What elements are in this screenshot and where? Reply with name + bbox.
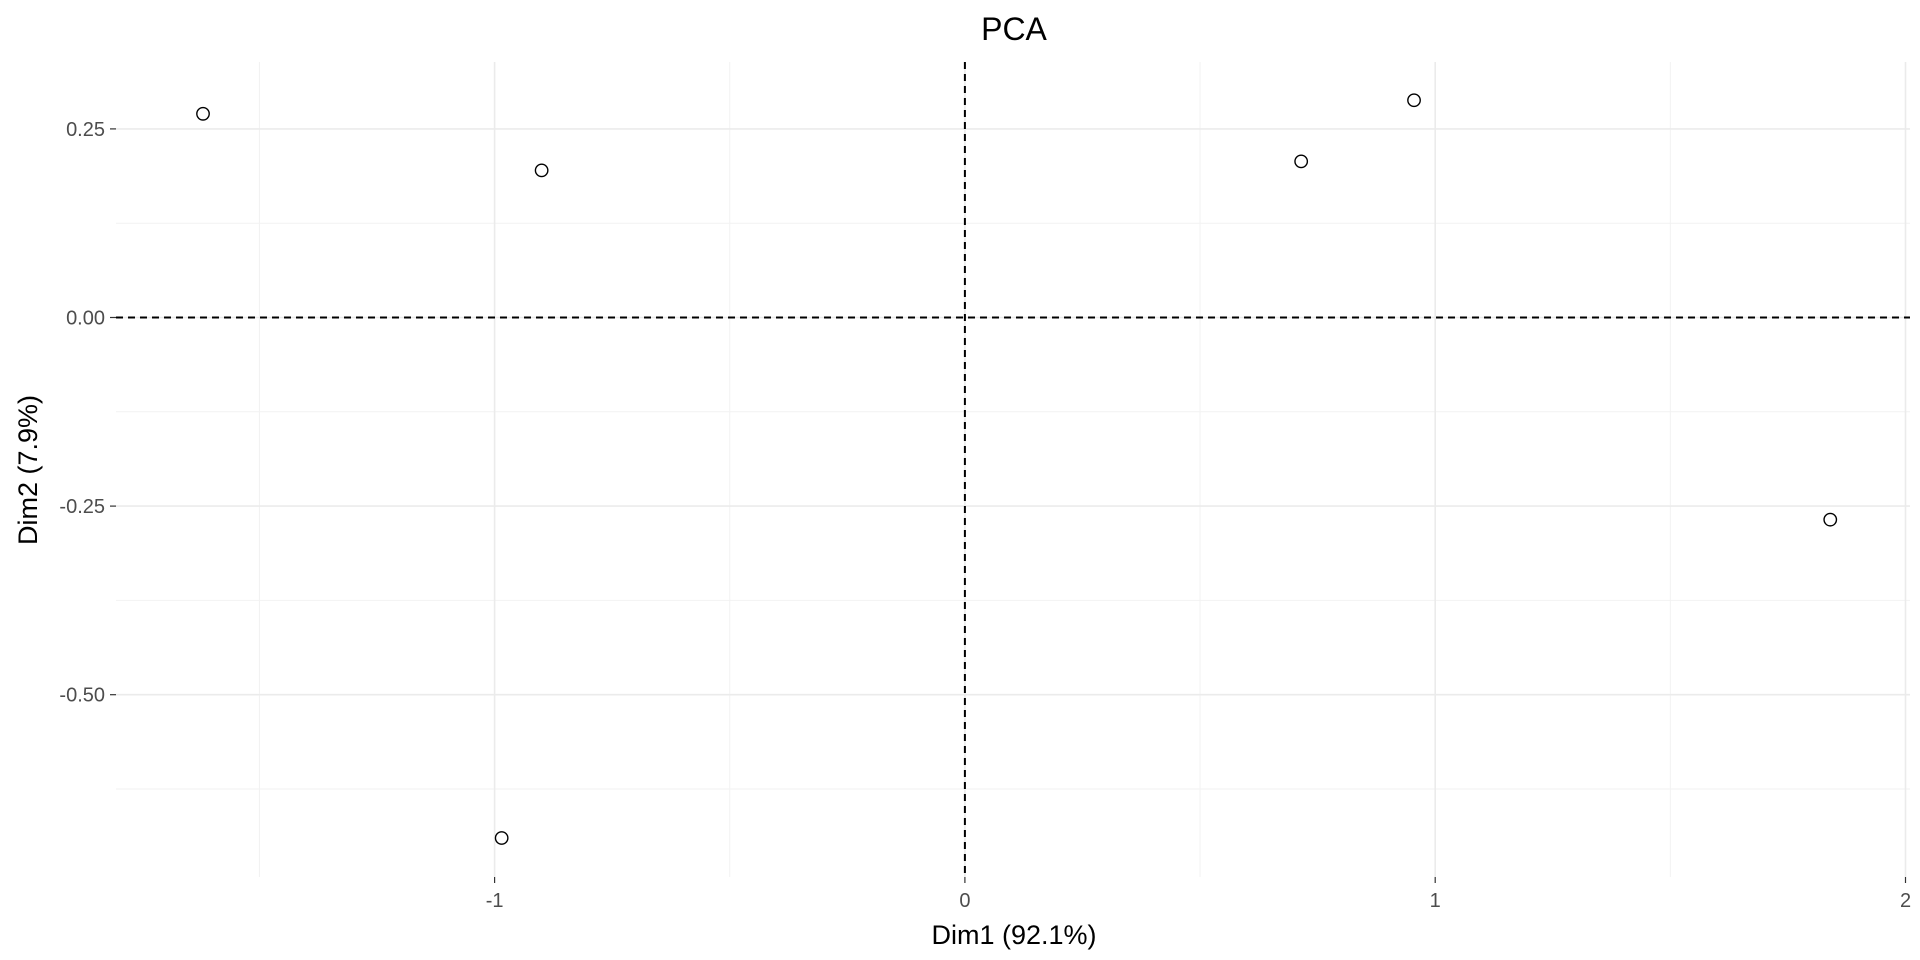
y-tick-label: -0.25 <box>59 496 105 518</box>
tick-labels: -1 0 1 2 0.25 0.00 -0.25 -0.50 <box>59 119 1911 912</box>
data-point <box>494 831 509 845</box>
data-point <box>196 106 210 121</box>
data-point <box>1823 512 1838 527</box>
minor-grid <box>116 62 1910 877</box>
x-tick-label: 2 <box>1900 890 1911 912</box>
major-grid <box>116 62 1910 877</box>
data-point <box>1407 93 1421 108</box>
chart-title: PCA <box>981 11 1047 47</box>
axis-ticks <box>110 128 1907 883</box>
y-tick-label: 0.00 <box>66 308 105 330</box>
x-tick-label: 0 <box>959 890 970 912</box>
x-axis-title: Dim1 (92.1%) <box>931 920 1096 950</box>
data-point <box>1294 154 1309 169</box>
y-axis-title: Dim2 (7.9%) <box>13 395 43 545</box>
data-points <box>196 93 1838 845</box>
data-point <box>534 163 549 178</box>
x-tick-label: 1 <box>1430 890 1441 912</box>
reference-lines <box>116 62 1910 877</box>
x-tick-label: -1 <box>486 890 504 912</box>
y-tick-label: 0.25 <box>66 119 105 141</box>
y-tick-label: -0.50 <box>59 685 105 707</box>
